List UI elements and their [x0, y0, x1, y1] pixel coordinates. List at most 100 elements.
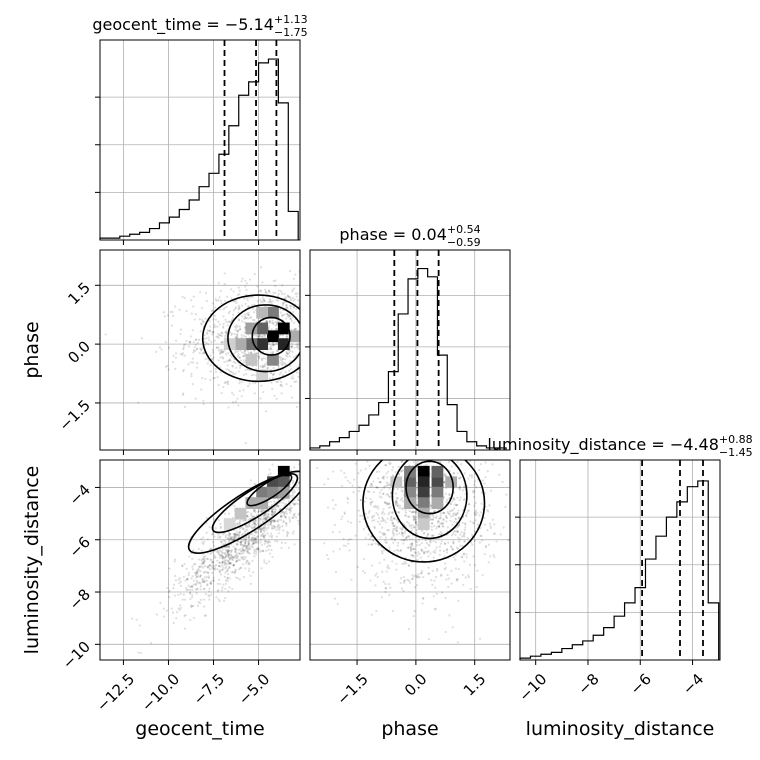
sample-point	[312, 309, 314, 311]
sample-point	[292, 377, 295, 380]
sample-point	[264, 526, 267, 529]
sample-point	[440, 512, 443, 515]
sample-point	[224, 565, 228, 569]
sample-point	[195, 570, 199, 573]
density-cell	[288, 330, 300, 343]
sample-point	[265, 320, 268, 323]
sample-point	[228, 535, 231, 538]
sample-point	[278, 528, 281, 532]
sample-point	[402, 589, 405, 593]
sample-point	[481, 479, 484, 482]
sample-point	[228, 553, 231, 556]
sample-point	[419, 424, 421, 426]
sample-point	[301, 511, 303, 513]
sample-point	[174, 574, 177, 578]
sample-point	[255, 530, 258, 533]
sample-point	[248, 552, 251, 555]
sample-point	[212, 377, 215, 380]
sample-point	[329, 296, 331, 298]
sample-point	[291, 288, 294, 291]
sample-point	[301, 494, 303, 496]
sample-point	[409, 549, 413, 553]
sample-point	[310, 336, 312, 338]
sample-point	[230, 554, 233, 558]
sample-point	[317, 453, 319, 455]
sample-point	[248, 525, 251, 528]
sample-point	[403, 560, 406, 564]
sample-point	[285, 510, 288, 513]
sample-point	[218, 582, 222, 586]
sample-point	[485, 409, 487, 411]
sample-point	[253, 349, 256, 352]
sample-point	[219, 289, 222, 293]
sample-point	[217, 550, 220, 553]
sample-point	[323, 472, 325, 474]
sample-point	[231, 365, 235, 368]
sample-point	[381, 476, 384, 479]
sample-point	[230, 370, 233, 373]
sample-point	[213, 568, 216, 571]
sample-point	[410, 554, 413, 557]
sample-point	[233, 556, 236, 559]
sample-point	[240, 557, 243, 560]
sample-point	[463, 531, 466, 534]
sample-point	[472, 555, 475, 558]
sample-point	[400, 531, 404, 534]
sample-point	[233, 504, 236, 507]
sample-point	[189, 605, 193, 608]
sample-point	[430, 518, 433, 521]
sample-point	[181, 295, 184, 298]
sample-point	[378, 470, 381, 473]
sample-point	[452, 514, 455, 518]
sample-point	[263, 530, 266, 533]
sample-point	[291, 350, 294, 353]
sample-point	[197, 601, 200, 604]
sample-point	[368, 538, 371, 541]
sample-point	[199, 347, 202, 350]
sample-point	[250, 351, 253, 354]
sample-point	[267, 473, 270, 477]
sample-point	[297, 513, 300, 516]
sample-point	[463, 528, 466, 532]
sample-point	[237, 308, 240, 311]
sample-point	[212, 561, 215, 564]
sample-point	[368, 509, 371, 513]
density-cell	[234, 507, 247, 520]
sample-point	[423, 453, 425, 455]
sample-point	[341, 277, 343, 279]
sample-point	[273, 394, 276, 397]
y-tick-label-luminosity_distance: −8	[66, 585, 94, 613]
contour-level-3	[201, 294, 300, 383]
sample-point	[201, 561, 204, 564]
sample-point	[185, 587, 188, 590]
sample-point	[393, 538, 396, 541]
sample-point	[413, 551, 416, 554]
sample-point	[273, 520, 276, 523]
sample-point	[294, 327, 297, 330]
sample-point	[403, 579, 406, 583]
sample-point	[387, 513, 390, 516]
sample-point	[235, 557, 238, 560]
sample-point	[314, 463, 316, 465]
sample-point	[424, 546, 427, 549]
sample-point	[429, 504, 432, 507]
density-cell	[277, 476, 290, 489]
sample-point	[433, 456, 435, 458]
sample-point	[296, 292, 299, 295]
sample-point	[405, 456, 407, 458]
sample-point	[383, 475, 386, 478]
sample-point	[266, 522, 270, 525]
sample-point	[253, 392, 256, 395]
sample-point	[473, 504, 476, 507]
sample-point	[244, 535, 248, 538]
sample-point	[304, 306, 306, 308]
sample-point	[305, 285, 307, 287]
sample-point	[286, 314, 290, 317]
sample-point	[456, 529, 459, 532]
sample-point	[191, 361, 195, 364]
sample-point	[220, 348, 223, 351]
sample-point	[385, 501, 388, 505]
sample-point	[191, 594, 194, 597]
sample-point	[234, 533, 237, 536]
sample-point	[263, 525, 266, 528]
